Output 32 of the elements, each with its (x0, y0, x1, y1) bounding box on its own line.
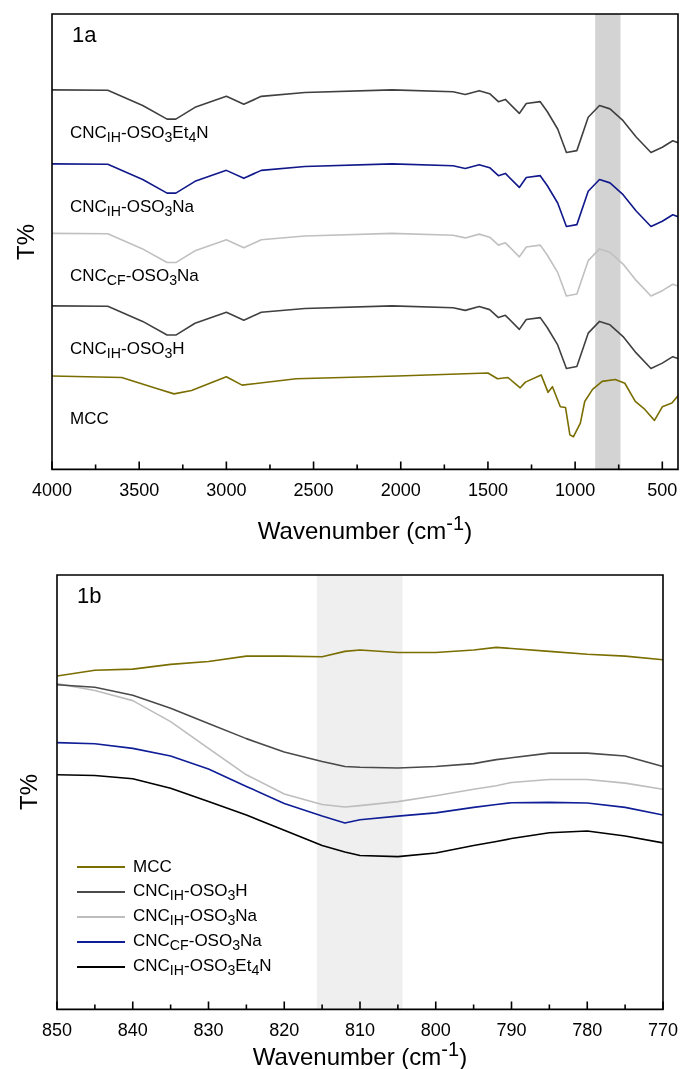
x-tick-label: 850 (41, 1020, 73, 1041)
x-tick-label: 790 (496, 1020, 527, 1041)
legend-label: CNC$_{IH}$-OSO$_{3}$Na (133, 905, 258, 928)
chart-title: 1b (77, 583, 102, 608)
chart-title: 1a (72, 22, 97, 47)
x-tick-label: 1500 (467, 480, 508, 501)
series-label: CNC$_{IH}$-OSO$_{3}$H (70, 338, 185, 362)
x-tick-label: 2000 (380, 480, 421, 501)
x-axis-title: Wavenumber (cm$^{-1}$) (257, 512, 473, 545)
series-label: CNC$_{IH}$-OSO$_{3}$Na (70, 196, 195, 220)
x-tick-label: 3500 (119, 480, 160, 501)
legend-label: MCC (133, 857, 172, 877)
x-tick-label: 820 (269, 1020, 300, 1041)
x-tick-label: 2500 (293, 480, 334, 501)
series-label: CNC$_{IH}$-OSO$_{3}$Et$_{4}$N (70, 122, 209, 146)
x-tick-label: 800 (420, 1020, 451, 1041)
x-tick-label: 830 (193, 1020, 224, 1041)
y-axis-title: T% (12, 223, 39, 260)
series-label: CNC$_{CF}$-OSO$_{3}$Na (70, 266, 199, 289)
x-tick-label: 780 (572, 1020, 603, 1041)
x-tick-label: 840 (117, 1020, 148, 1041)
x-tick-label: 1000 (555, 480, 596, 501)
series-label: MCC (70, 409, 109, 429)
legend-label: CNC$_{IH}$-OSO$_{3}$Et$_{4}$N (133, 955, 272, 978)
x-tick-label: 810 (344, 1020, 376, 1041)
legend-label: CNC$_{IH}$-OSO$_{3}$H (133, 880, 248, 903)
y-axis-title: T% (14, 774, 42, 811)
x-tick-label: 3000 (206, 480, 247, 501)
x-tick-label: 770 (647, 1020, 679, 1041)
legend-label: CNC$_{CF}$-OSO$_{3}$Na (133, 930, 262, 953)
x-tick-label: 500 (647, 480, 678, 501)
x-tick-label: 4000 (31, 480, 73, 501)
